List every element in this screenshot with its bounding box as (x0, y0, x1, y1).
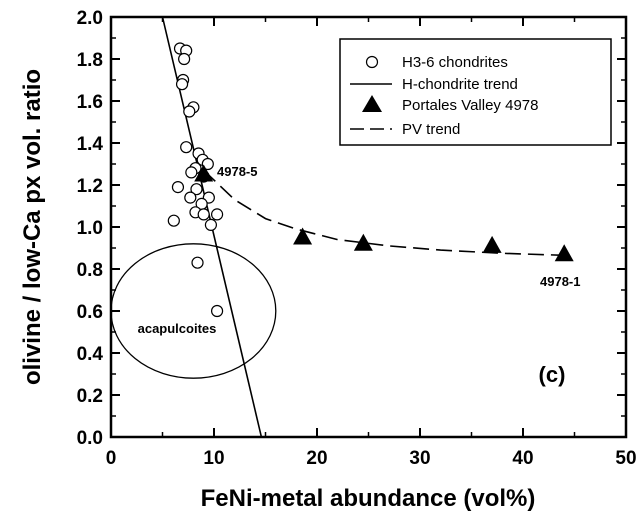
y-tick-labels: 0.0 0.2 0.4 0.6 0.8 1.0 1.2 1.4 1.6 1.8 2.0 (77, 8, 104, 449)
x-axis-title: FeNi-metal abundance (vol%) (201, 485, 536, 512)
y-tick-label: 1.2 (77, 176, 103, 197)
legend-label-pv-4978: Portales Valley 4978 (402, 97, 538, 114)
y-tick-label: 0.2 (77, 386, 103, 407)
x-tick-labels: 0 10 20 30 40 50 (106, 448, 637, 469)
legend-label-h-trend: H-chondrite trend (402, 76, 518, 93)
y-tick-label: 1.0 (77, 218, 103, 239)
legend-label-h3-6: H3-6 chondrites (402, 54, 508, 71)
y-tick-label: 1.8 (77, 50, 103, 71)
portales-valley-point (194, 164, 214, 182)
legend-marker-open-circle (365, 55, 379, 69)
y-tick-label: 2.0 (77, 8, 103, 29)
h3-6-chondrite-point (175, 78, 189, 91)
h3-6-chondrite-point (210, 208, 224, 221)
x-tick-label: 40 (512, 448, 533, 469)
x-tick-label: 0 (106, 448, 117, 469)
y-axis-title: olivine / low-Ca px vol. ratio (19, 69, 46, 385)
sample-label-4978-5: 4978-5 (217, 164, 257, 179)
h3-6-chondrite-point (190, 183, 203, 196)
y-tick-label: 0.0 (77, 428, 103, 449)
y-tick-label: 0.4 (77, 344, 104, 365)
portales-valley-point (293, 227, 313, 245)
legend-marker-triangle (362, 95, 382, 112)
panel-label: (c) (539, 362, 566, 387)
legend-label-pv-trend: PV trend (402, 121, 460, 138)
h3-6-chondrite-point (184, 191, 197, 204)
h3-6-chondrite-point (167, 214, 180, 227)
legend: H3-6 chondrites H-chondrite trend Portal… (339, 38, 612, 146)
portales-valley-point (554, 244, 574, 262)
axis-ticks (110, 16, 627, 438)
x-tick-label: 20 (306, 448, 327, 469)
y-tick-label: 1.4 (77, 134, 104, 155)
h3-6-chondrite-point (171, 181, 185, 194)
h3-6-chondrite-point (180, 141, 193, 154)
h3-6-chondrite-point (197, 208, 210, 221)
x-tick-label: 50 (615, 448, 636, 469)
h3-6-chondrite-point (201, 157, 214, 171)
legend-box (339, 38, 612, 146)
h3-6-chondrite-point (183, 105, 196, 118)
y-tick-label: 1.6 (77, 92, 103, 113)
portales-valley-point (482, 235, 502, 253)
y-tick-label: 0.6 (77, 302, 103, 323)
acapulcoites-region (110, 243, 277, 379)
h3-6-chondrite-point (210, 304, 224, 318)
portales-valley-point (353, 233, 373, 251)
h3-6-chondrite-point (185, 166, 198, 179)
acapulcoites-label: acapulcoites (138, 321, 217, 336)
pv-trend-line (203, 169, 565, 257)
h3-6-chondrite-point (178, 52, 191, 66)
h3-6-chondrite-point (204, 218, 218, 231)
h3-6-chondrite-point (191, 256, 204, 269)
x-tick-label: 30 (409, 448, 430, 469)
x-tick-label: 10 (203, 448, 224, 469)
sample-label-4978-1: 4978-1 (540, 274, 580, 289)
y-tick-label: 0.8 (77, 260, 103, 281)
data-points (167, 42, 574, 318)
